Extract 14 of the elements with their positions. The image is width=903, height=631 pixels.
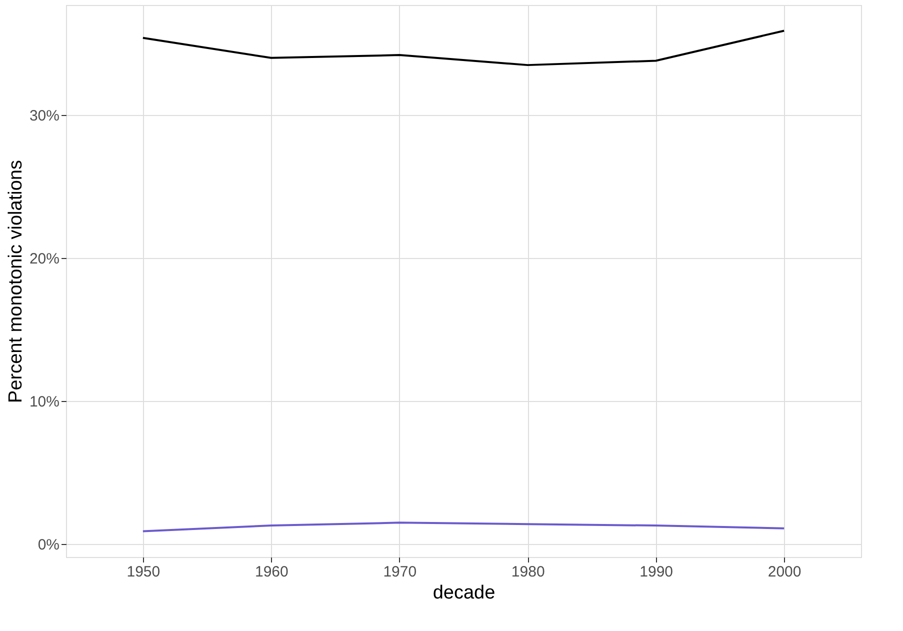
line-series — [142, 30, 786, 66]
x-tick-label: 1960 — [254, 564, 288, 580]
y-tick-label: 30% — [29, 108, 60, 125]
line-series — [142, 522, 786, 532]
x-axis-title: decade — [432, 582, 496, 604]
x-tick-label: 1990 — [640, 564, 674, 580]
x-tick-label: 1980 — [511, 564, 545, 580]
y-tick-label: 0% — [38, 536, 60, 554]
x-tick-label: 2000 — [768, 564, 802, 580]
x-tick-label: 1950 — [126, 564, 160, 580]
x-tick-label: 1970 — [383, 564, 417, 580]
y-axis-title: Percent monotonic violations — [5, 160, 26, 403]
y-tick-label: 10% — [29, 394, 60, 411]
y-tick-label: 20% — [29, 250, 60, 268]
